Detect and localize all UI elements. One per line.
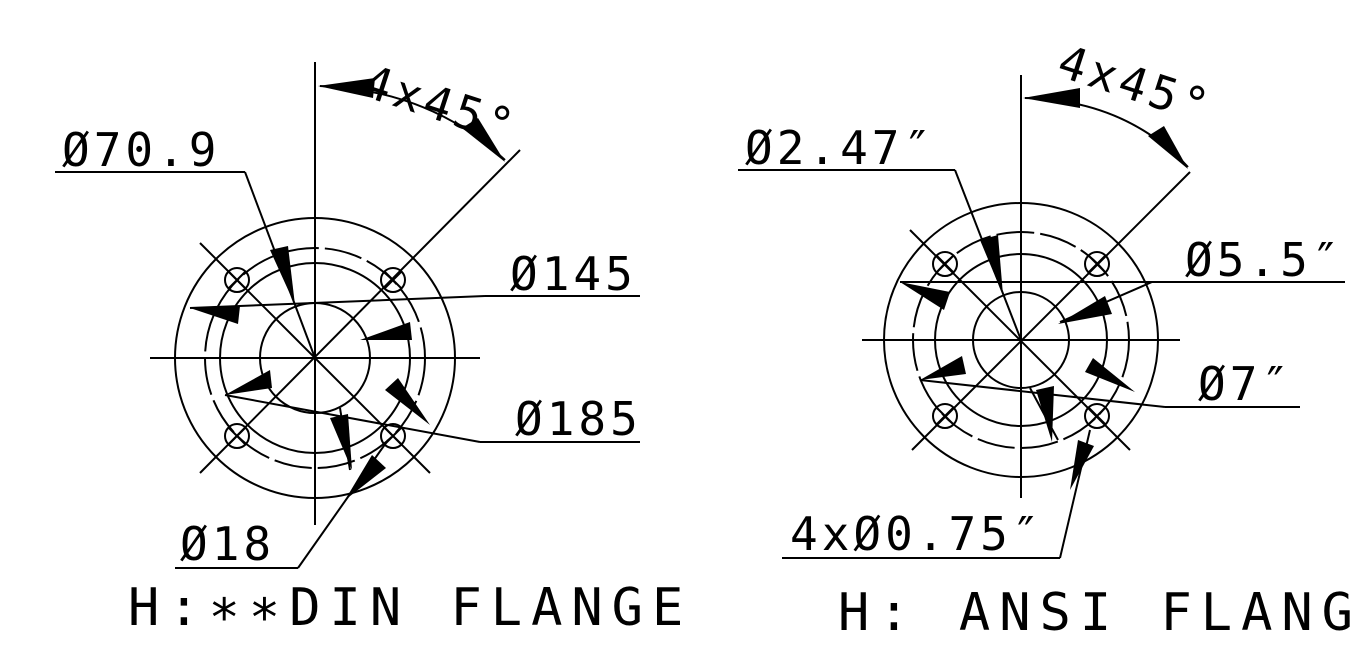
din-hole-arrow <box>345 455 386 500</box>
ansi-angle-label: 4x45° <box>1052 34 1219 134</box>
din-hole-arrow <box>330 414 352 470</box>
din-inner-dim: Ø70.9 <box>62 123 220 177</box>
ansi-outer-arrow <box>920 356 966 380</box>
ansi-hole-arrow <box>1036 386 1054 442</box>
ansi-bolt-hole <box>1084 403 1110 429</box>
din-angle-arrow <box>318 78 375 98</box>
din-outer-circle <box>174 217 456 499</box>
ansi-bolt-circle <box>912 231 1130 449</box>
ansi-bolt-dim: Ø5.5″ <box>1185 233 1343 287</box>
din-outer-arrow <box>225 370 272 395</box>
ansi-angle-arrow <box>1148 126 1188 169</box>
ansi-angle-arrow <box>1023 88 1080 108</box>
din-outer-leader <box>224 394 481 443</box>
din-bolt-dim: Ø145 <box>510 247 637 301</box>
ansi-bolt-hole <box>932 403 958 429</box>
din-diagonal-line-b <box>199 149 521 474</box>
din-bolt-leader <box>189 295 486 309</box>
din-angle-arrow <box>462 118 505 162</box>
ansi-bolt-arrow <box>1058 296 1112 324</box>
din-bolt-hole <box>380 267 406 293</box>
ansi-hole-arrow <box>1070 440 1094 490</box>
ansi-outer-arrow <box>1085 358 1135 392</box>
ansi-outer-circle <box>883 202 1159 478</box>
ansi-diagonal-line-b <box>911 171 1191 451</box>
din-angle-label: 4x45° <box>357 54 524 154</box>
ansi-mid-circle <box>934 253 1108 427</box>
din-outer-arrow <box>385 378 430 425</box>
din-caption: H:∗∗DIN FLANGE <box>128 578 692 638</box>
din-hole-dim: Ø18 <box>180 517 275 571</box>
din-bolt-arrow <box>190 306 240 324</box>
ansi-hole-dim: 4xØ0.75″ <box>790 507 1044 561</box>
din-flange-view: 4x45° Ø70.9 Ø145 Ø185 Ø18 H:∗∗DIN FLANGE <box>55 54 692 638</box>
ansi-bolt-hole <box>932 251 958 277</box>
ansi-bolt-arrow <box>900 282 950 310</box>
din-mid-circle <box>219 262 411 454</box>
ansi-bolt-hole <box>1084 251 1110 277</box>
ansi-inner-arrow <box>980 235 1003 295</box>
ansi-inner-dim: Ø2.47″ <box>745 121 935 175</box>
din-outer-dim: Ø185 <box>515 392 642 446</box>
din-bolt-hole <box>224 423 250 449</box>
ansi-outer-dim: Ø7″ <box>1198 357 1293 411</box>
din-bolt-circle <box>204 247 426 469</box>
din-bolt-arrow <box>360 322 412 340</box>
ansi-caption: H: ANSI FLANGE <box>838 583 1359 643</box>
ansi-inner-circle <box>972 291 1070 389</box>
ansi-flange-view: 4x45° Ø2.47″ Ø5.5″ Ø7″ 4xØ0.75″ H: ANSI … <box>738 34 1359 643</box>
din-bolt-hole <box>224 267 250 293</box>
din-inner-arrow <box>270 246 295 305</box>
